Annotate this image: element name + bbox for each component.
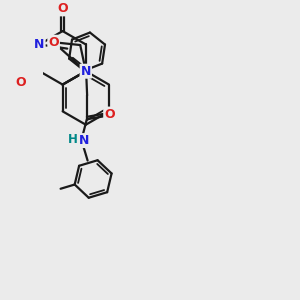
Text: N: N — [34, 38, 45, 51]
Text: N: N — [79, 134, 89, 147]
Text: O: O — [104, 108, 115, 121]
Text: O: O — [57, 2, 68, 15]
Text: O: O — [48, 36, 59, 49]
Text: H: H — [68, 133, 78, 146]
Text: O: O — [15, 76, 26, 89]
Text: N: N — [81, 65, 91, 78]
